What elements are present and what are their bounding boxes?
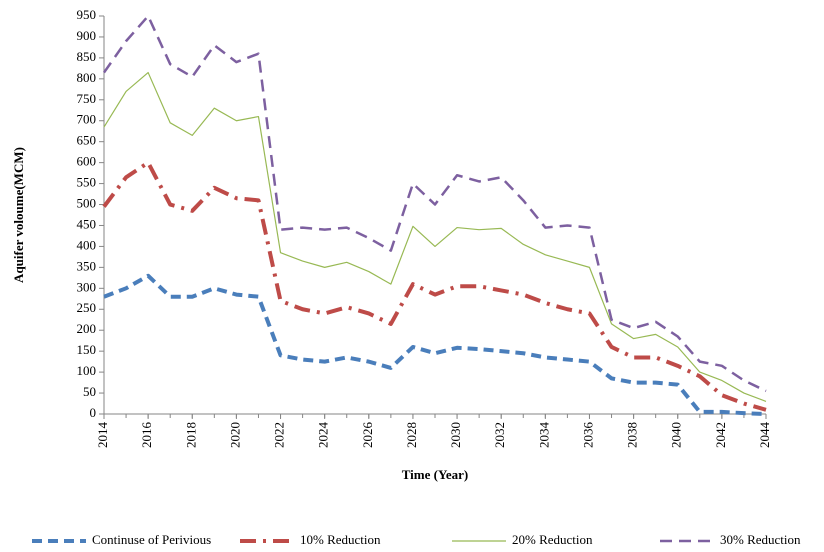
y-tick-label: 950 [77,7,97,22]
x-tick-label: 2028 [404,422,419,448]
y-tick-label: 200 [77,321,97,336]
legend-label: 30% Reduction [720,532,801,547]
y-tick-label: 0 [90,405,97,420]
y-tick-label: 850 [77,49,97,64]
y-tick-label: 600 [77,154,97,169]
x-tick-label: 2034 [536,422,551,449]
y-tick-label: 250 [77,300,97,315]
x-tick-label: 2018 [183,422,198,448]
y-tick-label: 50 [83,384,96,399]
y-tick-label: 350 [77,258,97,273]
x-axis-title: Time (Year) [402,467,469,482]
y-axis-title: Aquifer voloume(MCM) [11,147,26,283]
x-tick-label: 2040 [669,422,684,448]
y-tick-label: 700 [77,112,97,127]
x-tick-label: 2038 [625,422,640,448]
y-tick-label: 550 [77,175,97,190]
x-tick-label: 2024 [316,422,331,449]
x-tick-label: 2014 [95,422,110,449]
series-line [103,71,767,402]
series-line [102,160,767,412]
y-tick-label: 900 [77,28,97,43]
x-tick-label: 2044 [757,422,772,449]
y-tick-label: 300 [77,279,97,294]
y-tick-label: 500 [77,196,97,211]
y-tick-label: 450 [77,216,97,231]
x-tick-label: 2030 [448,422,463,448]
x-tick-label: 2020 [227,422,242,448]
y-tick-label: 650 [77,133,97,148]
x-tick-label: 2036 [580,422,595,449]
legend-label: 10% Reduction [300,532,381,547]
x-tick-label: 2032 [492,422,507,448]
y-tick-label: 400 [77,237,97,252]
x-tick-label: 2022 [272,422,287,448]
x-tick-label: 2026 [360,422,375,449]
y-tick-label: 750 [77,91,97,106]
y-tick-label: 100 [77,363,97,378]
series-line [103,273,767,416]
series-line [102,14,767,393]
y-tick-label: 800 [77,70,97,85]
y-tick-label: 150 [77,342,97,357]
legend-label: Continuse of Perivious [92,532,211,547]
x-tick-label: 2016 [139,422,154,449]
legend-label: 20% Reduction [512,532,593,547]
x-tick-label: 2042 [713,422,728,448]
